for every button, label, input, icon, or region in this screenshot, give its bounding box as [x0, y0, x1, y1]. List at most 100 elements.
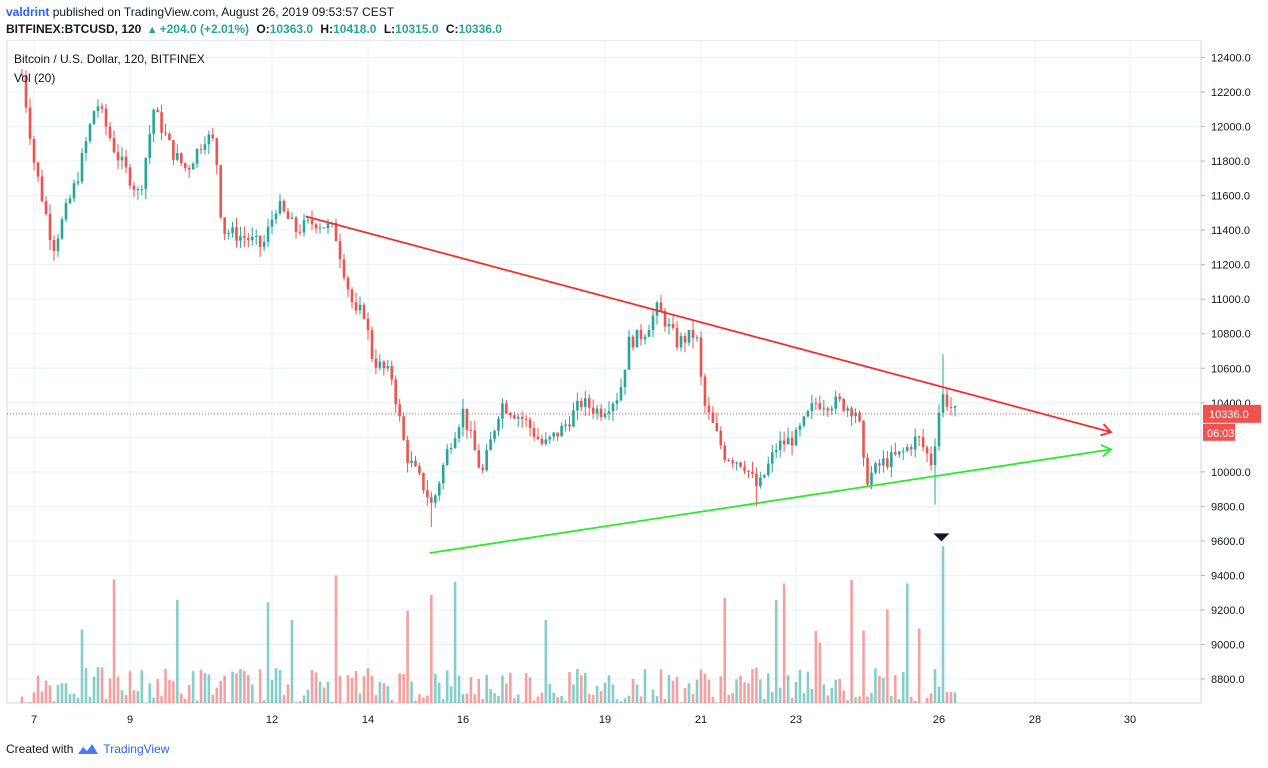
candle-body — [790, 437, 794, 446]
candle-body — [866, 457, 869, 485]
support-arrowhead — [1100, 444, 1113, 458]
candle-body — [505, 403, 508, 414]
candle-body — [699, 337, 703, 377]
volume-bar — [64, 683, 68, 703]
candle-body — [124, 156, 128, 168]
volume-bar — [890, 695, 893, 703]
candle-body — [798, 425, 802, 430]
candle-body — [691, 329, 695, 339]
volume-bar — [862, 630, 865, 703]
volume-bar — [806, 671, 810, 703]
candle-body — [80, 152, 84, 182]
candle-body — [290, 217, 294, 219]
candle-body — [743, 466, 746, 471]
volume-bar — [607, 675, 611, 703]
candle-body — [362, 304, 366, 319]
candle-body — [695, 337, 699, 339]
volume-bar — [382, 683, 386, 703]
candle-body — [449, 447, 453, 450]
candle-body — [603, 413, 607, 418]
candle-body — [382, 361, 386, 369]
volume-bar — [583, 672, 587, 703]
volume-bar — [568, 671, 571, 703]
candle-body — [591, 407, 595, 414]
candle-body — [318, 227, 322, 229]
candle-body — [949, 406, 953, 408]
y-tick-label: 12000.0 — [1211, 122, 1251, 134]
volume-bar — [639, 696, 643, 703]
candle-body — [858, 412, 861, 421]
x-tick-label: 9 — [127, 714, 133, 726]
volume-bar — [152, 697, 155, 703]
x-tick-label: 12 — [266, 714, 278, 726]
volume-bar — [897, 699, 901, 703]
volume-bar — [778, 687, 782, 703]
price-chart[interactable]: 12400.0 12200.0 12000.0 11800.0 11600.0 11400… — [0, 40, 1268, 740]
volume-bar — [314, 672, 318, 703]
countdown-label: 06:03 — [1207, 428, 1235, 440]
volume-bar — [925, 697, 929, 703]
candle-body — [235, 227, 238, 241]
volume-bar — [858, 696, 861, 703]
candle-body — [398, 404, 401, 417]
volume-bar — [28, 702, 32, 703]
candle-body — [715, 422, 719, 431]
tradingview-brand[interactable]: TradingView — [103, 742, 170, 756]
candle-body — [755, 473, 758, 487]
volume-bar — [410, 681, 413, 703]
volume-bar — [587, 693, 591, 703]
volume-bar — [469, 677, 473, 703]
volume-bar — [386, 686, 390, 703]
volume-bar — [591, 694, 595, 703]
candle-body — [453, 438, 457, 448]
volume-bar — [358, 693, 362, 703]
volume-bar — [623, 698, 627, 703]
candle-body — [583, 398, 587, 407]
volume-title[interactable]: Vol (20) — [14, 71, 56, 85]
volume-bar — [290, 619, 294, 703]
candle-body — [445, 449, 449, 466]
candle-body — [274, 213, 278, 220]
change-value: +204.0 (+2.01%) — [159, 22, 249, 36]
candle-body — [599, 408, 603, 418]
candle-body — [647, 329, 651, 337]
volume-bar — [512, 698, 516, 703]
volume-bar — [398, 673, 401, 703]
author-name[interactable]: valdrint — [6, 5, 50, 19]
volume-bar — [901, 671, 905, 703]
y-tick-label: 9200.0 — [1211, 605, 1245, 617]
volume-bar — [917, 628, 921, 703]
candle-body — [631, 336, 635, 348]
volume-bar — [735, 679, 738, 703]
candle-body — [254, 235, 258, 237]
candle-body — [806, 411, 810, 417]
volume-bar — [310, 670, 314, 703]
low-value: 10315.0 — [395, 22, 439, 36]
volume-bar — [207, 674, 211, 703]
candle-body — [675, 327, 679, 348]
event-marker-icon — [933, 533, 950, 542]
candle-body — [465, 408, 469, 430]
volume-bar — [580, 675, 583, 703]
candle-body — [278, 200, 282, 214]
volume-bar — [227, 702, 230, 703]
candle-body — [659, 302, 663, 312]
candle-body — [140, 188, 144, 190]
candle-body — [933, 446, 937, 465]
candle-body — [183, 163, 187, 168]
open-value: 10363.0 — [269, 22, 314, 36]
chart-area[interactable]: 12400.0 12200.0 12000.0 11800.0 11600.0 11400… — [0, 40, 1268, 740]
volume-bar — [572, 684, 575, 703]
candle-body — [68, 198, 72, 204]
volume-bar — [782, 583, 786, 703]
x-tick-label: 7 — [31, 714, 37, 726]
candle-body — [370, 330, 374, 359]
series-title[interactable]: Bitcoin / U.S. Dollar, 120, BITFINEX — [14, 52, 205, 66]
candle-body — [524, 418, 528, 420]
candle-body — [576, 400, 579, 411]
candle-body — [568, 424, 571, 427]
volume-bar — [132, 690, 136, 703]
volume-bar — [346, 675, 350, 703]
candle-body — [92, 111, 96, 125]
candle-body — [683, 335, 687, 343]
